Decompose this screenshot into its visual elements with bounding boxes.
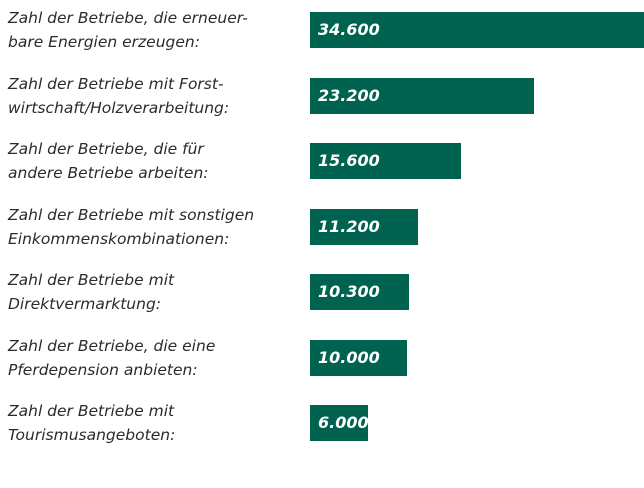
category-label: Zahl der Betriebe mit sonstigen Einkomme…: [8, 205, 255, 248]
bar: [310, 208, 419, 245]
bar: [310, 12, 644, 48]
value-label: 11.200: [318, 216, 380, 236]
bar: [310, 405, 368, 441]
bar: [310, 143, 461, 179]
category-label: Zahl der Betriebe, die eine Pferdepensio…: [8, 336, 216, 379]
bar: [310, 274, 410, 310]
value-label: 10.000: [318, 347, 380, 367]
category-label: Zahl der Betriebe mit Direktvermarktung:: [8, 271, 175, 313]
value-label: 6.000: [318, 413, 369, 432]
category-label: Zahl der Betriebe mit Forst- wirtschaft/…: [8, 74, 230, 117]
category-label: Zahl der Betriebe mit Tourismusangeboten…: [8, 402, 176, 444]
value-label: 10.300: [318, 282, 380, 301]
value-label: 23.200: [318, 85, 380, 105]
bar: [310, 77, 534, 114]
value-label: 34.600: [318, 20, 380, 39]
category-label: Zahl der Betriebe, die für andere Betrie…: [8, 140, 209, 182]
bar: [310, 339, 407, 376]
category-label: Zahl der Betriebe, die erneuer- bare Ene…: [8, 9, 248, 51]
value-label: 15.600: [318, 151, 380, 170]
